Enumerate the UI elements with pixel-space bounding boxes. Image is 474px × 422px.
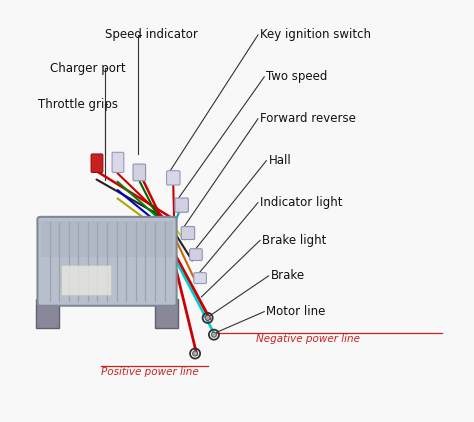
FancyBboxPatch shape [190, 249, 202, 260]
Text: Indicator light: Indicator light [260, 196, 343, 209]
Text: Two speed: Two speed [266, 70, 328, 84]
FancyBboxPatch shape [37, 217, 177, 306]
FancyBboxPatch shape [194, 273, 206, 284]
Text: Charger port: Charger port [50, 62, 126, 75]
Bar [155, 299, 178, 328]
Text: Hall: Hall [268, 154, 291, 167]
Bar [61, 265, 111, 295]
Text: Brake: Brake [271, 270, 305, 282]
Circle shape [192, 351, 198, 356]
Text: Motor line: Motor line [266, 305, 326, 318]
Bar [41, 221, 173, 257]
FancyBboxPatch shape [91, 154, 103, 173]
Text: Negative power line: Negative power line [256, 334, 360, 344]
Circle shape [211, 332, 217, 337]
Bar [36, 299, 59, 328]
Text: Speed indicator: Speed indicator [105, 28, 198, 41]
Text: Key ignition switch: Key ignition switch [260, 28, 371, 41]
FancyBboxPatch shape [133, 164, 146, 181]
FancyBboxPatch shape [175, 198, 188, 212]
FancyBboxPatch shape [112, 152, 124, 173]
FancyBboxPatch shape [181, 227, 195, 240]
Text: Forward reverse: Forward reverse [260, 112, 356, 125]
Circle shape [205, 315, 210, 320]
Text: Throttle grips: Throttle grips [38, 97, 118, 111]
Text: Positive power line: Positive power line [101, 368, 199, 377]
FancyBboxPatch shape [166, 171, 180, 185]
Text: Brake light: Brake light [262, 234, 327, 247]
